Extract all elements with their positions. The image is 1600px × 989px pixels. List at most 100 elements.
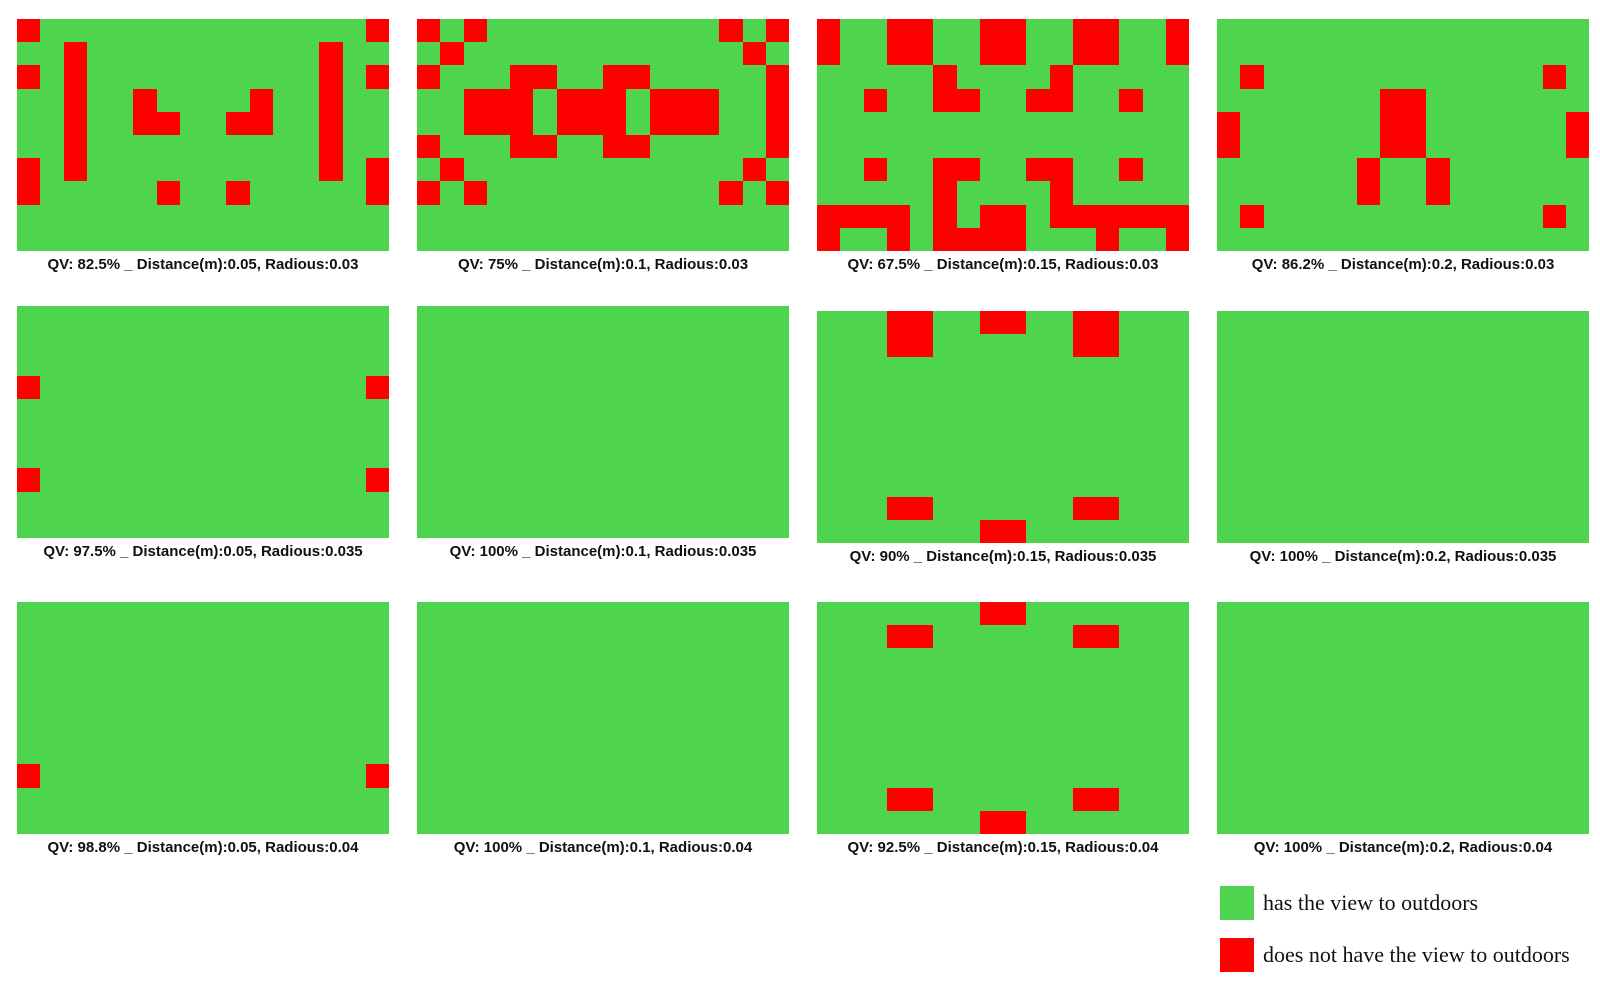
no-view-cell <box>603 135 627 159</box>
view-cell <box>296 65 319 88</box>
view-cell <box>1096 473 1119 496</box>
view-cell <box>719 399 742 422</box>
view-cell <box>933 112 956 135</box>
view-cell <box>133 422 156 445</box>
view-cell <box>1073 228 1096 251</box>
view-cell <box>933 625 956 648</box>
view-cell <box>1426 205 1449 228</box>
view-cell <box>250 515 273 538</box>
view-cell <box>887 811 910 834</box>
view-cell <box>626 422 649 445</box>
view-cell <box>510 422 533 445</box>
view-cell <box>1264 357 1287 380</box>
view-cell <box>719 788 742 811</box>
view-cell <box>1310 497 1333 520</box>
view-cell <box>673 19 696 42</box>
view-cell <box>1240 497 1263 520</box>
view-cell <box>157 718 180 741</box>
view-cell <box>1119 135 1142 158</box>
view-cell <box>743 399 766 422</box>
view-cell <box>1357 602 1380 625</box>
view-cell <box>157 422 180 445</box>
no-view-cell <box>319 135 343 159</box>
view-cell <box>719 445 742 468</box>
view-cell <box>840 602 863 625</box>
view-cell <box>64 811 87 834</box>
view-cell <box>17 89 40 112</box>
view-cell <box>319 811 342 834</box>
view-cell <box>1287 19 1310 42</box>
view-cell <box>1357 648 1380 671</box>
no-view-cell <box>365 158 389 182</box>
view-cell <box>1166 648 1189 671</box>
view-cell <box>1519 89 1542 112</box>
view-cell <box>157 764 180 787</box>
view-cell <box>533 42 556 65</box>
view-cell <box>1287 602 1310 625</box>
view-cell <box>180 89 203 112</box>
view-cell <box>296 648 319 671</box>
legend-label-view: has the view to outdoors <box>1263 890 1479 915</box>
view-cell <box>1287 181 1310 204</box>
view-cell <box>696 329 719 352</box>
view-cell <box>366 89 389 112</box>
view-cell <box>887 381 910 404</box>
view-cell <box>1026 65 1049 88</box>
view-cell <box>1403 473 1426 496</box>
view-cell <box>133 65 156 88</box>
view-cell <box>887 357 910 380</box>
view-cell <box>417 205 440 228</box>
view-cell <box>157 602 180 625</box>
view-cell <box>157 445 180 468</box>
view-cell <box>719 89 742 112</box>
view-cell <box>87 399 110 422</box>
view-cell <box>864 602 887 625</box>
view-cell <box>1119 19 1142 42</box>
view-cell <box>887 65 910 88</box>
view-cell <box>1310 135 1333 158</box>
view-grid <box>1217 311 1589 543</box>
view-cell <box>510 788 533 811</box>
view-cell <box>417 399 440 422</box>
view-cell <box>1026 334 1049 357</box>
view-cell <box>1287 65 1310 88</box>
view-cell <box>273 89 296 112</box>
no-view-cell <box>863 204 887 228</box>
view-cell <box>580 811 603 834</box>
view-cell <box>319 445 342 468</box>
no-view-cell <box>63 65 87 89</box>
view-cell <box>766 228 789 251</box>
no-view-cell <box>765 19 789 43</box>
view-cell <box>157 468 180 491</box>
view-cell <box>1287 764 1310 787</box>
view-cell <box>110 306 133 329</box>
view-cell <box>1426 520 1449 543</box>
view-cell <box>1310 381 1333 404</box>
view-cell <box>87 492 110 515</box>
view-cell <box>319 399 342 422</box>
no-view-cell <box>463 88 487 112</box>
view-cell <box>557 492 580 515</box>
view-cell <box>250 228 273 251</box>
view-cell <box>64 205 87 228</box>
no-view-cell <box>1049 65 1073 89</box>
view-cell <box>673 329 696 352</box>
view-cell <box>296 158 319 181</box>
view-cell <box>533 19 556 42</box>
view-cell <box>817 718 840 741</box>
view-cell <box>743 741 766 764</box>
view-cell <box>487 811 510 834</box>
view-cell <box>580 352 603 375</box>
view-cell <box>417 468 440 491</box>
view-cell <box>180 228 203 251</box>
panel-1: QV: 82.5% _ Distance(m):0.05, Radious:0.… <box>17 19 389 273</box>
view-cell <box>366 515 389 538</box>
view-cell <box>133 625 156 648</box>
no-view-cell <box>1542 204 1566 228</box>
view-cell <box>417 788 440 811</box>
view-cell <box>864 112 887 135</box>
view-cell <box>510 492 533 515</box>
view-cell <box>226 399 249 422</box>
view-cell <box>273 42 296 65</box>
view-cell <box>1217 181 1240 204</box>
